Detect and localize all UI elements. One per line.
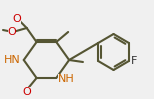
Text: O: O (8, 27, 16, 37)
Text: O: O (12, 14, 21, 24)
Text: NH: NH (58, 74, 75, 84)
Text: O: O (22, 87, 31, 97)
Text: F: F (131, 56, 137, 66)
Text: HN: HN (4, 55, 21, 65)
